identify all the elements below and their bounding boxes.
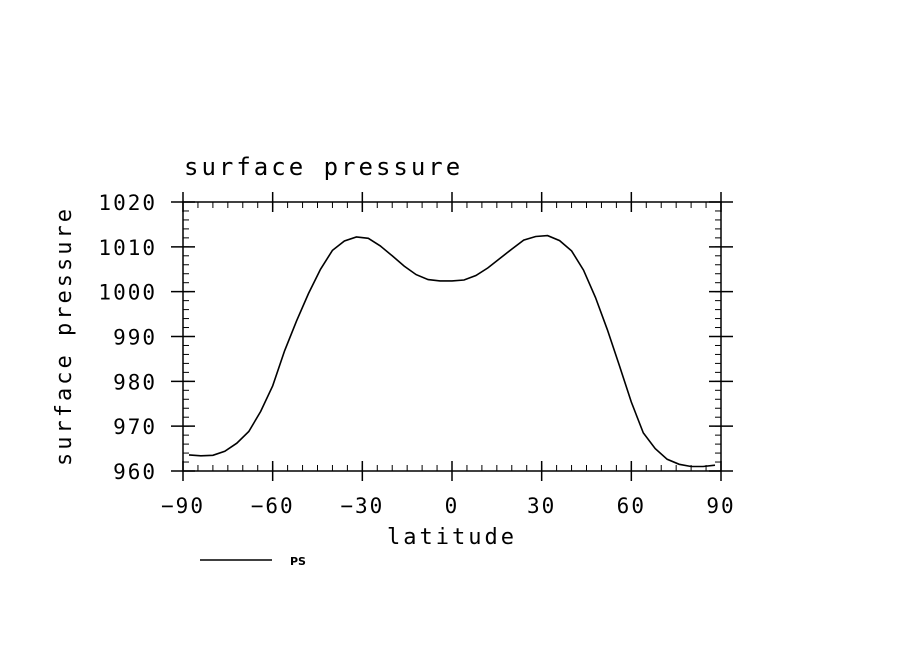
y-tick-label: 970 <box>113 415 157 439</box>
x-axis-label: latitude <box>387 525 517 550</box>
x-tick-label: 90 <box>706 494 735 518</box>
y-tick-label: 1020 <box>98 191 157 215</box>
y-tick-label: 1000 <box>98 281 157 305</box>
x-tick-label: 60 <box>617 494 646 518</box>
y-tick-label: 1010 <box>98 236 157 260</box>
y-tick-label: 980 <box>113 370 157 394</box>
major-ticks <box>171 192 733 481</box>
y-axis-label: surface pressure <box>52 206 77 466</box>
chart-title: surface pressure <box>184 153 463 181</box>
y-tick-label: 990 <box>113 326 157 350</box>
x-tick-label: 0 <box>445 494 460 518</box>
legend: PS <box>200 555 306 568</box>
x-tick-label: 30 <box>527 494 556 518</box>
x-tick-label: −30 <box>340 494 384 518</box>
x-tick-labels: −90 −60 −30 0 30 60 90 <box>161 494 735 518</box>
plot-frame <box>182 201 722 472</box>
y-tick-label: 960 <box>113 460 157 484</box>
x-tick-label: −90 <box>161 494 205 518</box>
y-tick-labels: 960 970 980 990 1000 1010 1020 <box>98 191 157 484</box>
legend-label-ps: PS <box>290 555 306 568</box>
minor-ticks <box>182 201 722 472</box>
x-tick-label: −60 <box>251 494 295 518</box>
series-line-ps <box>188 234 716 468</box>
